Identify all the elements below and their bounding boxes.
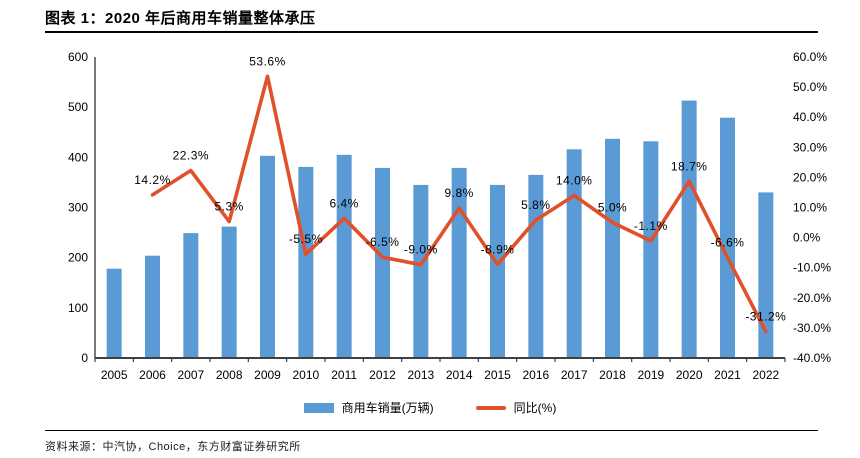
legend-item-sales: 商用车销量(万辆) xyxy=(303,399,434,416)
x-axis-year-label: 2016 xyxy=(522,368,549,382)
right-axis-tick-label: 0.0% xyxy=(793,231,821,245)
data-label-2014: 9.8% xyxy=(444,186,473,200)
title-divider xyxy=(45,31,818,33)
data-label-2013: -9.0% xyxy=(404,243,438,257)
bar-2015 xyxy=(490,184,505,358)
x-axis-year-label: 2022 xyxy=(752,368,779,382)
chart-title: 图表 1：2020 年后商用车销量整体承压 xyxy=(45,10,316,27)
right-axis-tick-label: -10.0% xyxy=(793,261,831,275)
right-axis-tick-label: -20.0% xyxy=(793,291,831,305)
bar-2009 xyxy=(260,155,275,358)
left-axis-tick-label: 0 xyxy=(81,351,88,365)
bar-2020 xyxy=(681,100,697,358)
source-divider xyxy=(45,430,818,431)
right-axis-tick-label: 40.0% xyxy=(793,110,827,124)
line-series-swatch-icon xyxy=(475,405,506,410)
legend-item-yoy: 同比(%) xyxy=(475,399,557,416)
bar-2011 xyxy=(336,154,352,358)
data-label-2015: -8.9% xyxy=(481,242,515,256)
x-axis-year-label: 2006 xyxy=(139,368,166,382)
chart-legend: 商用车销量(万辆) 同比(%) xyxy=(0,399,860,416)
bar-2007 xyxy=(183,233,199,358)
left-axis-tick-label: 600 xyxy=(68,50,88,64)
x-axis-year-label: 2009 xyxy=(254,368,281,382)
bar-2022 xyxy=(758,192,774,358)
bar-2017 xyxy=(566,149,582,358)
bar-2019 xyxy=(643,141,659,358)
bar-2021 xyxy=(720,117,735,358)
x-axis-year-label: 2020 xyxy=(676,368,703,382)
x-axis-year-label: 2005 xyxy=(101,368,128,382)
right-axis-tick-label: 30.0% xyxy=(793,140,827,154)
bar-series-swatch-icon xyxy=(303,402,334,413)
data-label-2019: -1.1% xyxy=(634,219,668,233)
yoy-line xyxy=(150,74,768,334)
right-axis-tick-label: 20.0% xyxy=(793,170,827,184)
legend-label-yoy: 同比(%) xyxy=(513,401,557,415)
left-axis-tick-label: 100 xyxy=(68,301,88,315)
data-label-2009: 53.6% xyxy=(249,54,286,68)
x-axis-year-label: 2013 xyxy=(407,368,434,382)
bar-2018 xyxy=(605,138,620,358)
x-axis-year-label: 2017 xyxy=(561,368,588,382)
x-axis-year-label: 2018 xyxy=(599,368,626,382)
data-label-2017: 14.0% xyxy=(556,173,593,187)
left-axis-tick-label: 500 xyxy=(68,100,88,114)
x-axis-year-label: 2010 xyxy=(292,368,319,382)
bar-2013 xyxy=(413,184,429,358)
bar-2008 xyxy=(221,226,237,358)
right-axis-tick-label: 50.0% xyxy=(793,80,827,94)
legend-label-sales: 商用车销量(万辆) xyxy=(341,401,434,415)
data-label-2006: 14.2% xyxy=(134,173,171,187)
right-axis-tick-label: 60.0% xyxy=(793,50,827,64)
bar-2010 xyxy=(298,166,314,358)
bar-2012 xyxy=(375,167,390,358)
right-axis-tick-label: 10.0% xyxy=(793,201,827,215)
left-axis-tick-label: 300 xyxy=(68,201,88,215)
x-axis-year-label: 2021 xyxy=(714,368,741,382)
bar-2016 xyxy=(528,174,544,358)
data-label-2021: -6.6% xyxy=(711,235,745,249)
data-label-2012: -6.5% xyxy=(366,235,400,249)
x-axis-year-label: 2014 xyxy=(446,368,473,382)
x-axis-year-label: 2015 xyxy=(484,368,511,382)
data-label-2010: -5.5% xyxy=(289,232,323,246)
data-label-2007: 22.3% xyxy=(173,148,210,162)
right-axis-tick-label: -30.0% xyxy=(793,321,831,335)
source-note: 资料来源：中汽协，Choice，东方财富证券研究所 xyxy=(45,441,301,453)
x-axis-year-label: 2012 xyxy=(369,368,396,382)
data-label-2020: 18.7% xyxy=(671,159,708,173)
x-axis-year-label: 2019 xyxy=(637,368,664,382)
data-label-2011: 6.4% xyxy=(329,196,358,210)
left-axis-tick-label: 400 xyxy=(68,150,88,164)
x-axis-year-label: 2011 xyxy=(331,368,357,382)
left-axis-tick-label: 200 xyxy=(68,251,88,265)
data-label-2008: 5.3% xyxy=(214,200,243,214)
x-axis-year-label: 2008 xyxy=(216,368,243,382)
data-label-2016: 5.8% xyxy=(521,198,550,212)
right-axis-tick-label: -40.0% xyxy=(793,351,831,365)
bar-2005 xyxy=(106,268,122,358)
data-label-2022: -31.2% xyxy=(745,310,786,324)
x-axis-year-label: 2007 xyxy=(177,368,204,382)
bar-2006 xyxy=(145,255,160,358)
data-label-2018: 5.0% xyxy=(598,201,627,215)
